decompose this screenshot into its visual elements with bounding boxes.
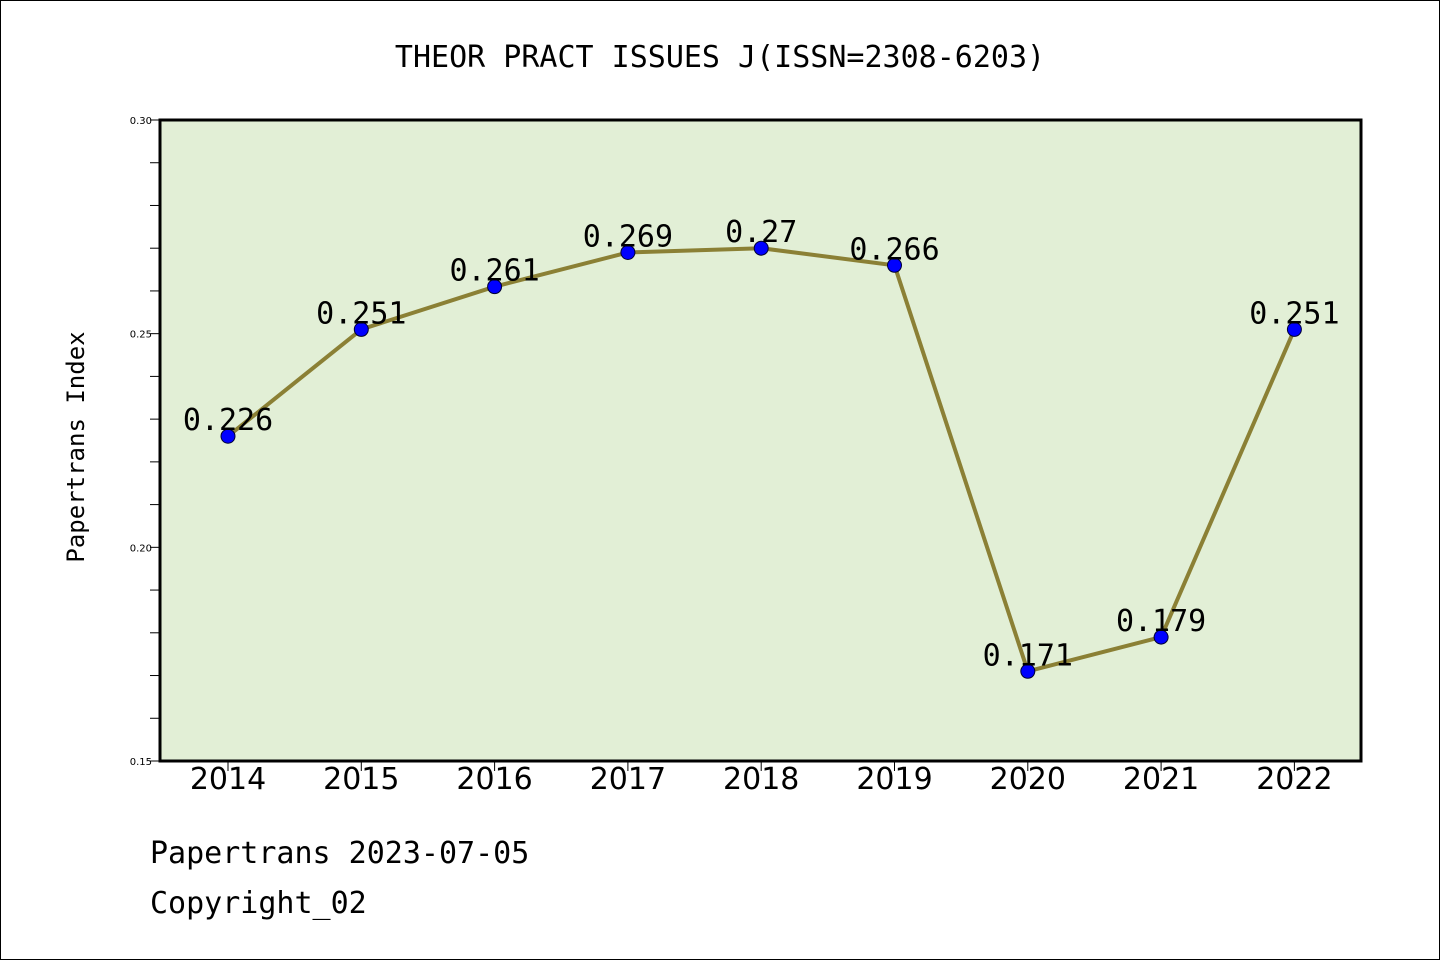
data-label: 0.261 (449, 254, 539, 289)
x-tick-label: 2016 (456, 762, 532, 797)
x-axis-ticks: 2014 2015 2016 2017 2018 2019 2020 2021 2022 (190, 761, 1333, 797)
data-point (753, 240, 769, 256)
footer-copyright: Copyright_02 (150, 886, 367, 921)
data-point (353, 321, 369, 337)
data-label: 0.251 (316, 296, 406, 331)
data-label: 0.179 (1116, 604, 1206, 639)
data-point (220, 428, 236, 444)
chart-title: THEOR PRACT ISSUES J(ISSN=2308-6203) (395, 40, 1045, 75)
data-label: 0.251 (1249, 296, 1339, 331)
y-tick-label: 0.15 (130, 757, 152, 768)
x-tick-label: 2020 (990, 762, 1066, 797)
plot-area (158, 118, 1363, 763)
data-labels: 0.226 0.251 0.261 0.269 0.27 0.266 0.171 0.179 0… (183, 215, 1340, 673)
x-tick-label: 2021 (1123, 762, 1199, 797)
y-tick-label: 0.30 (130, 116, 152, 127)
x-tick-label: 2015 (323, 762, 399, 797)
footer-date: Papertrans 2023-07-05 (150, 836, 530, 871)
data-label: 0.269 (583, 219, 673, 254)
data-point (887, 257, 902, 273)
y-axis-label: Papertrans Index (62, 331, 90, 562)
y-axis-ticks: 0.15 0.20 0.25 0.30 (130, 116, 160, 768)
y-tick-label: 0.20 (130, 543, 152, 554)
x-tick-label: 2018 (723, 762, 799, 797)
data-label: 0.171 (983, 638, 1073, 673)
x-tick-label: 2019 (856, 762, 932, 797)
data-label: 0.27 (725, 215, 797, 250)
data-point (1020, 663, 1036, 679)
x-tick-label: 2022 (1256, 762, 1332, 797)
data-point (620, 244, 636, 260)
data-label: 0.266 (849, 232, 939, 267)
x-tick-label: 2014 (190, 762, 266, 797)
x-tick-label: 2017 (590, 762, 666, 797)
data-point (1153, 629, 1169, 645)
data-label: 0.226 (183, 403, 273, 438)
y-tick-label: 0.25 (130, 330, 152, 341)
data-markers (220, 240, 1302, 679)
data-point (1286, 321, 1302, 337)
data-point (487, 279, 503, 295)
